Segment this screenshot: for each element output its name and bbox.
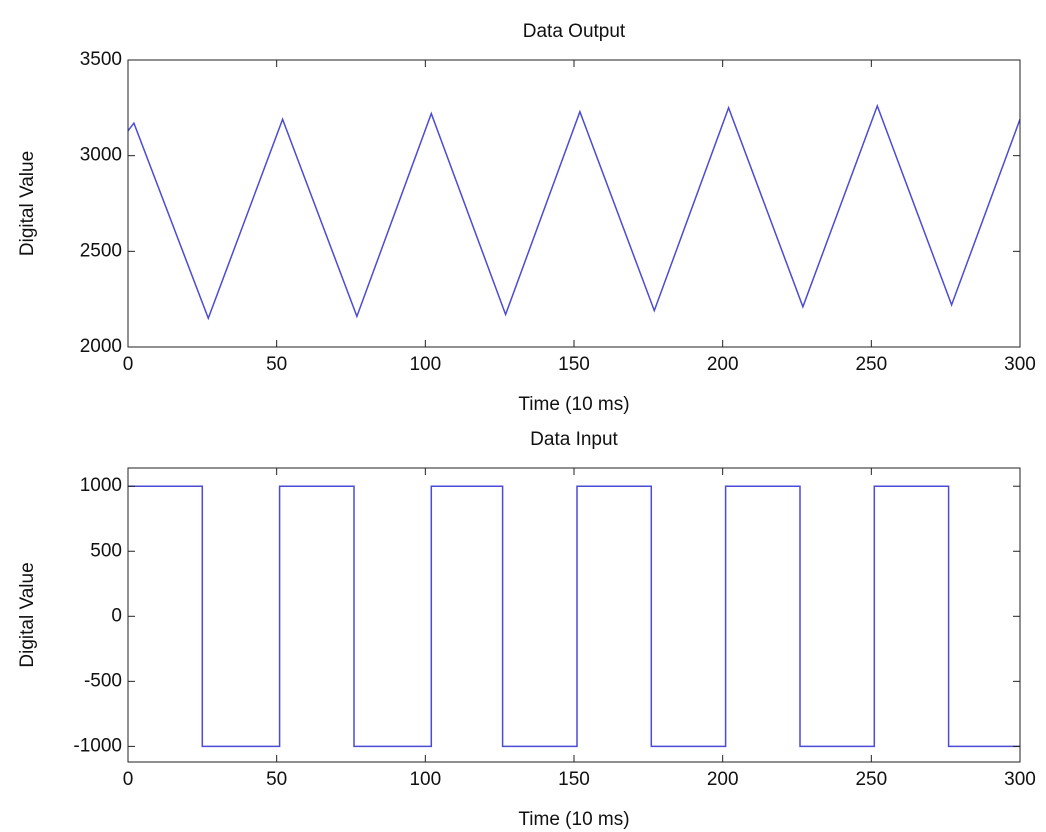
y-axis-label: Digital Value <box>17 562 38 667</box>
x-tick-label: 200 <box>707 769 739 790</box>
y-tick-label: 2000 <box>80 336 122 357</box>
y-axis-label: Digital Value <box>17 151 38 256</box>
x-tick-label: 150 <box>558 769 590 790</box>
y-tick-label: -500 <box>84 670 122 691</box>
y-tick-label: 3500 <box>80 49 122 70</box>
plot-area <box>128 60 1020 347</box>
x-tick-label: 50 <box>266 354 287 375</box>
x-tick-label: 250 <box>855 354 887 375</box>
x-tick-label: 0 <box>123 769 134 790</box>
y-tick-label: 0 <box>111 605 122 626</box>
x-tick-label: 300 <box>1004 769 1036 790</box>
chart-title: Data Input <box>530 429 618 450</box>
y-tick-label: 3000 <box>80 145 122 166</box>
x-tick-label: 150 <box>558 354 590 375</box>
data-line <box>127 103 1021 321</box>
x-tick-label: 0 <box>123 354 134 375</box>
y-tick-label: -1000 <box>73 735 122 756</box>
x-tick-label: 50 <box>266 769 287 790</box>
data-line <box>128 485 1020 748</box>
x-tick-label: 100 <box>409 769 441 790</box>
y-tick-label: 1000 <box>80 475 122 496</box>
plot-area <box>128 468 1020 762</box>
x-axis-label: Time (10 ms) <box>518 394 629 415</box>
y-tick-label: 2500 <box>80 240 122 261</box>
y-tick-label: 500 <box>90 540 122 561</box>
chart-title: Data Output <box>523 21 626 42</box>
x-tick-label: 100 <box>409 354 441 375</box>
x-axis-label: Time (10 ms) <box>518 809 629 830</box>
x-tick-label: 200 <box>707 354 739 375</box>
x-tick-label: 250 <box>855 769 887 790</box>
x-tick-label: 300 <box>1004 354 1036 375</box>
